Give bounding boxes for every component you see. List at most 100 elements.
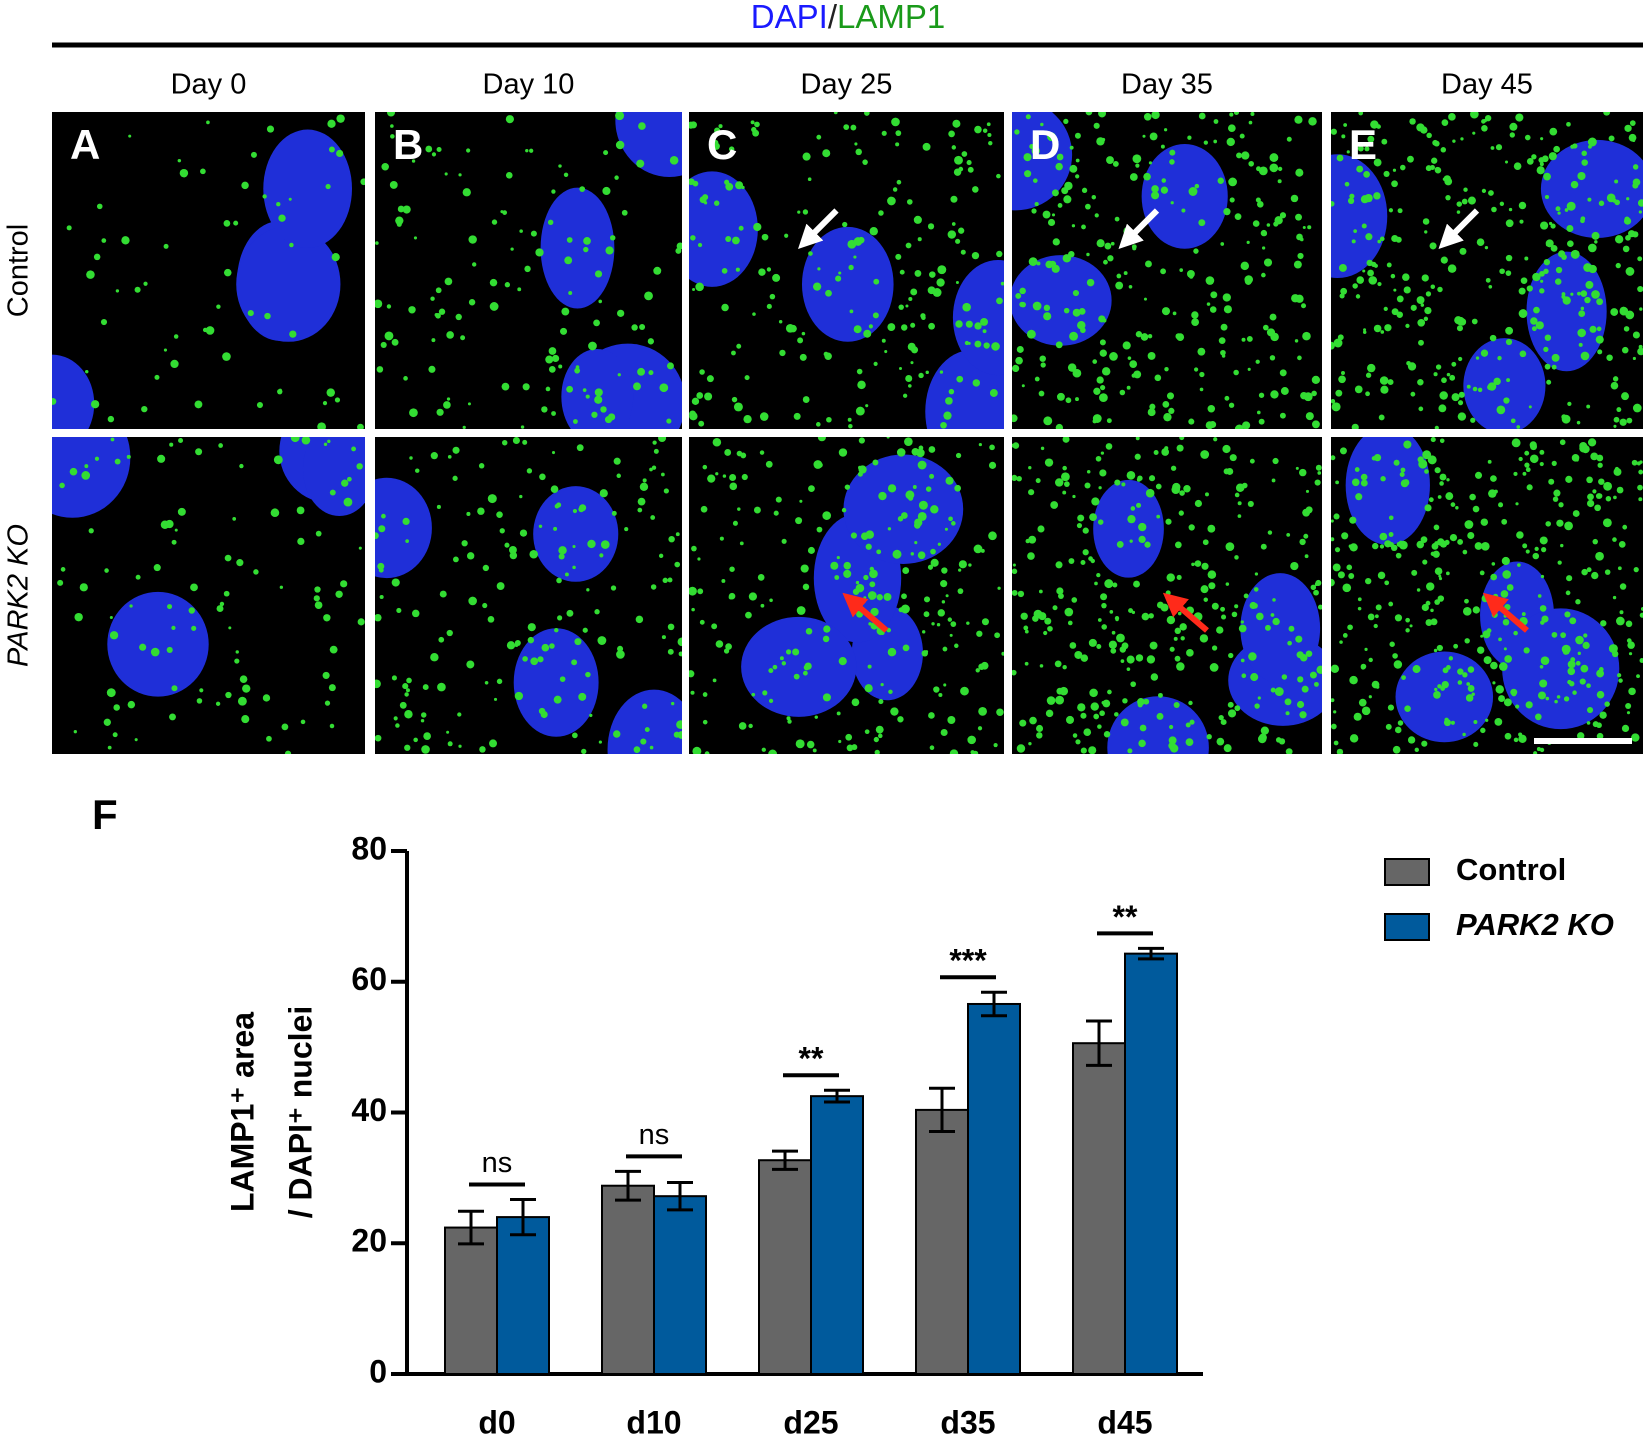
lamp1-puncta <box>1409 118 1416 125</box>
panel-letter: E <box>1349 121 1377 168</box>
lamp1-puncta <box>572 508 578 514</box>
lamp1-puncta <box>585 394 590 399</box>
lamp1-puncta <box>865 404 869 408</box>
x-tick-label: d45 <box>1097 1404 1152 1440</box>
lamp1-puncta <box>1094 581 1098 586</box>
lamp1-puncta <box>1619 583 1627 590</box>
lamp1-puncta <box>1406 360 1411 366</box>
lamp1-puncta <box>1123 271 1128 276</box>
lamp1-puncta <box>1639 307 1643 311</box>
lamp1-puncta <box>1315 464 1322 471</box>
lamp1-puncta <box>1099 339 1106 346</box>
lamp1-puncta <box>883 593 892 601</box>
lamp1-puncta <box>331 253 340 262</box>
lamp1-puncta <box>1518 456 1523 462</box>
lamp1-puncta <box>887 484 897 493</box>
lamp1-puncta <box>653 266 662 275</box>
lamp1-puncta <box>1310 584 1317 591</box>
lamp1-puncta <box>1136 502 1142 508</box>
lamp1-puncta <box>1045 709 1054 718</box>
lamp1-puncta <box>929 745 935 751</box>
panel-letter: C <box>707 121 737 168</box>
lamp1-puncta <box>1503 647 1507 651</box>
lamp1-puncta <box>1133 580 1140 588</box>
lamp1-puncta <box>1441 680 1449 689</box>
lamp1-puncta <box>1604 569 1611 575</box>
lamp1-puncta <box>1467 196 1476 205</box>
lamp1-puncta <box>1200 585 1209 594</box>
lamp1-puncta <box>663 488 669 494</box>
row-label: PARK2 KO <box>3 524 35 667</box>
lamp1-puncta <box>1362 269 1366 273</box>
lamp1-puncta <box>1543 268 1549 274</box>
lamp1-puncta <box>327 439 331 444</box>
lamp1-puncta <box>1288 625 1295 632</box>
bar <box>915 1108 969 1375</box>
lamp1-puncta <box>1340 287 1348 295</box>
lamp1-puncta <box>1228 402 1235 408</box>
lamp1-puncta <box>163 348 168 352</box>
lamp1-puncta <box>1432 139 1439 146</box>
lamp1-puncta <box>1636 461 1641 466</box>
lamp1-puncta <box>228 626 232 630</box>
lamp1-puncta <box>1209 421 1217 429</box>
lamp1-puncta <box>1086 278 1095 287</box>
lamp1-puncta <box>1357 145 1364 152</box>
lamp1-puncta <box>1142 134 1146 138</box>
lamp1-puncta <box>847 417 852 422</box>
lamp1-puncta <box>1305 489 1310 493</box>
lamp1-puncta <box>864 729 870 735</box>
lamp1-puncta <box>1354 467 1360 472</box>
lamp1-puncta <box>237 696 247 706</box>
lamp1-puncta <box>603 150 609 156</box>
lamp1-puncta <box>128 134 132 138</box>
lamp1-puncta <box>438 308 446 315</box>
lamp1-puncta <box>322 671 330 679</box>
lamp1-puncta <box>1530 317 1538 325</box>
lamp1-puncta <box>1545 696 1550 701</box>
lamp1-puncta <box>524 265 531 273</box>
lamp1-puncta <box>538 524 543 529</box>
lamp1-puncta <box>1491 611 1498 618</box>
lamp1-puncta <box>1099 349 1107 357</box>
lamp1-puncta <box>1598 667 1604 672</box>
lamp1-puncta <box>1074 132 1081 139</box>
lamp1-puncta <box>88 528 94 534</box>
lamp1-puncta <box>1560 543 1564 548</box>
micrograph <box>1331 437 1643 754</box>
lamp1-puncta <box>1051 213 1056 217</box>
lamp1-puncta <box>1081 187 1088 193</box>
lamp1-puncta <box>967 341 971 345</box>
lamp1-puncta <box>614 175 619 180</box>
lamp1-puncta <box>1548 478 1555 485</box>
lamp1-puncta <box>566 609 574 617</box>
lamp1-puncta <box>920 313 926 319</box>
x-tick-label: d25 <box>783 1404 838 1440</box>
lamp1-puncta <box>1505 254 1513 262</box>
micrograph-content <box>375 437 682 754</box>
lamp1-puncta <box>1134 453 1141 460</box>
lamp1-puncta <box>395 723 400 728</box>
lamp1-puncta <box>224 554 232 562</box>
lamp1-puncta <box>1188 187 1198 196</box>
lamp1-puncta <box>1100 451 1105 455</box>
lamp1-puncta <box>1365 391 1370 397</box>
lamp1-puncta <box>1165 518 1172 525</box>
lamp1-puncta <box>1148 613 1154 619</box>
lamp1-puncta <box>1331 402 1341 412</box>
lamp1-puncta <box>109 631 119 640</box>
lamp1-puncta <box>886 437 890 439</box>
lamp1-puncta <box>553 526 558 531</box>
lamp1-puncta <box>1341 532 1349 540</box>
lamp1-puncta <box>1169 724 1174 730</box>
lamp1-puncta <box>1377 571 1386 580</box>
lamp1-puncta <box>409 456 413 460</box>
lamp1-puncta <box>1462 732 1466 737</box>
lamp1-puncta <box>978 442 982 447</box>
lamp1-puncta <box>725 643 732 650</box>
lamp1-puncta <box>1331 455 1336 461</box>
lamp1-puncta <box>1353 229 1357 233</box>
lamp1-puncta <box>1496 405 1506 415</box>
lamp1-puncta <box>199 688 204 693</box>
lamp1-puncta <box>1028 535 1037 544</box>
